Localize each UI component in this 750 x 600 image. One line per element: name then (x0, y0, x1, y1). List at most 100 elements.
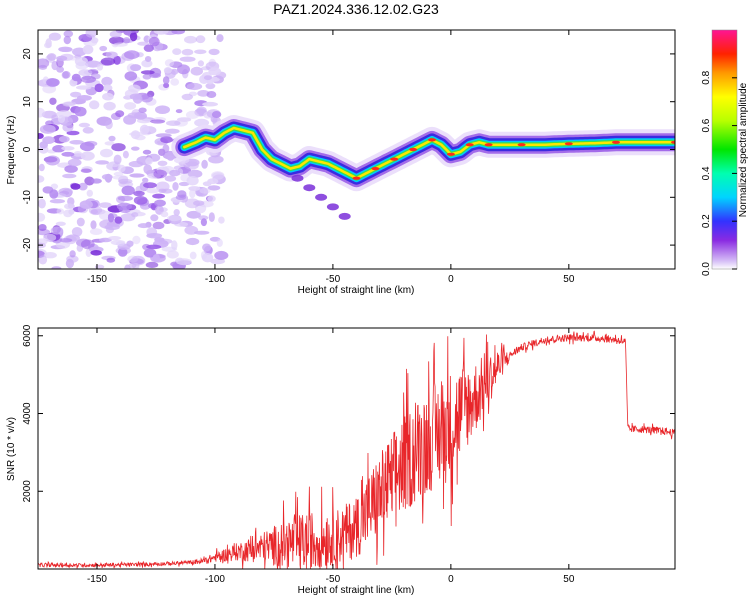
noise-blob (160, 136, 173, 144)
x-tick-label: 50 (563, 574, 575, 585)
noise-blob (99, 45, 108, 52)
noise-blob (109, 30, 122, 38)
noise-blob (113, 171, 124, 177)
noise-blob (211, 111, 222, 118)
noise-blob (104, 224, 120, 231)
noise-blob (75, 61, 89, 70)
noise-blob (157, 160, 168, 166)
noise-blob (208, 48, 220, 56)
noise-blob (51, 266, 62, 269)
noise-blob (74, 106, 87, 117)
noise-blob (101, 76, 113, 86)
noise-blob (90, 209, 99, 215)
noise-blob (195, 35, 206, 44)
ridge-peak (465, 143, 474, 147)
snr-y-ticks: 2000 4000 6000 (22, 324, 675, 502)
noise-blob (89, 228, 103, 236)
noise-blob (70, 91, 82, 98)
noise-blob (197, 60, 204, 67)
noise-blob (61, 146, 75, 151)
noise-blob (118, 178, 133, 184)
noise-blob (181, 48, 194, 56)
noise-blob (89, 100, 100, 110)
noise-blob (140, 93, 153, 103)
noise-blob (111, 143, 126, 152)
noise-blob (90, 220, 97, 230)
noise-blob (170, 68, 179, 75)
noise-blob (172, 48, 182, 55)
noise-blob (66, 130, 80, 136)
noise-blob (148, 36, 160, 47)
noise-blob (167, 215, 182, 222)
noise-blob (124, 30, 138, 34)
noise-blob (211, 171, 225, 180)
colorbar-tick-label: 0.6 (701, 118, 712, 132)
noise-blob (38, 107, 45, 118)
noise-blob (80, 151, 95, 161)
noise-blob (113, 154, 122, 165)
snr-frame (37, 327, 676, 570)
noise-blob (65, 258, 74, 269)
ridge-peak (612, 140, 620, 144)
noise-blob (109, 36, 125, 45)
ridge-peak (564, 142, 573, 146)
noise-blob (207, 195, 216, 202)
noise-blob (160, 211, 169, 218)
x-tick-label: -100 (205, 574, 225, 585)
noise-blob (39, 141, 48, 149)
noise-blob (145, 261, 159, 268)
noise-blob (130, 64, 142, 72)
noise-blob (38, 224, 47, 231)
noise-blob (99, 202, 112, 209)
noise-blob (121, 185, 135, 196)
noise-blob (162, 144, 170, 153)
ridge-peak (371, 167, 380, 171)
noise-blob (117, 164, 126, 173)
noise-blob (187, 169, 203, 178)
snr-x-ticks: -150 -100 -50 0 50 (87, 328, 575, 585)
noise-blob (82, 44, 94, 55)
noise-blob (218, 216, 225, 224)
noise-blob (189, 251, 197, 260)
noise-blob (58, 187, 73, 197)
noise-blob (44, 42, 52, 49)
noise-blob (175, 109, 183, 114)
noise-blob (164, 175, 177, 182)
noise-blob (114, 216, 123, 224)
noise-blob (129, 173, 145, 178)
noise-blob (55, 221, 66, 226)
noise-blob (132, 235, 141, 245)
noise-blob (43, 233, 57, 242)
x-tick-label: -150 (87, 574, 107, 585)
noise-blob (143, 164, 152, 174)
x-tick-label: -100 (205, 274, 225, 285)
noise-blob (130, 130, 141, 140)
noise-blob (133, 190, 145, 197)
noise-blob (78, 122, 90, 128)
noise-blob (48, 32, 62, 41)
noise-blob (177, 64, 190, 75)
noise-blob (100, 148, 113, 158)
noise-blob (58, 46, 73, 52)
noise-blob (85, 30, 97, 38)
noise-blob (131, 146, 140, 151)
noise-blob (139, 124, 150, 135)
noise-blob (102, 84, 113, 92)
noise-blob (137, 41, 150, 46)
noise-blob (140, 70, 155, 75)
ridge-peak (446, 152, 455, 156)
noise-blob (106, 257, 116, 263)
noise-blob (124, 50, 140, 60)
figure-title: PAZ1.2024.336.12.02.G23 (273, 1, 439, 17)
noise-blob (69, 250, 76, 258)
noise-blob (158, 238, 173, 245)
noise-blob (47, 53, 57, 61)
noise-blob (84, 176, 95, 186)
noise-blob (62, 123, 74, 132)
noise-blob (216, 238, 223, 247)
noise-blob (143, 182, 157, 189)
noise-blob (142, 177, 149, 183)
noise-blob (145, 157, 153, 165)
noise-blob (101, 174, 113, 180)
noise-blob (134, 111, 147, 120)
